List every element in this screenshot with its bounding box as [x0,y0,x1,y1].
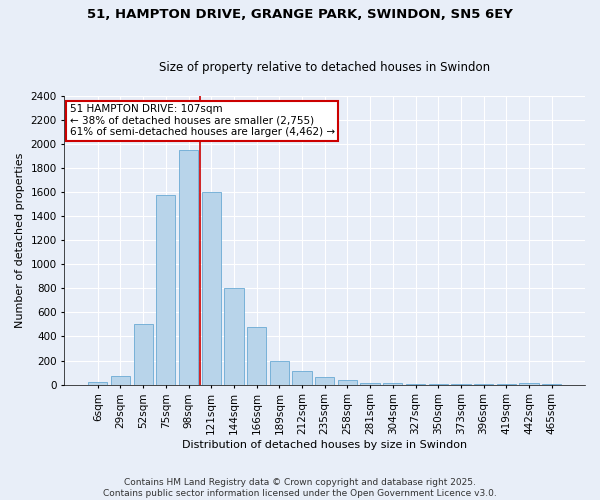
Text: 51 HAMPTON DRIVE: 107sqm
← 38% of detached houses are smaller (2,755)
61% of sem: 51 HAMPTON DRIVE: 107sqm ← 38% of detach… [70,104,335,138]
Bar [361,383,380,384]
Bar [179,150,198,384]
Bar [315,377,334,384]
Text: 51, HAMPTON DRIVE, GRANGE PARK, SWINDON, SN5 6EY: 51, HAMPTON DRIVE, GRANGE PARK, SWINDON,… [87,8,513,20]
Bar [134,324,153,384]
Bar [292,372,311,384]
Bar [338,380,357,384]
Bar [202,192,221,384]
Bar [224,288,244,384]
Bar [269,360,289,384]
Bar [247,328,266,384]
Bar [520,383,539,384]
Bar [156,195,175,384]
X-axis label: Distribution of detached houses by size in Swindon: Distribution of detached houses by size … [182,440,467,450]
Text: Contains HM Land Registry data © Crown copyright and database right 2025.
Contai: Contains HM Land Registry data © Crown c… [103,478,497,498]
Bar [88,382,107,384]
Y-axis label: Number of detached properties: Number of detached properties [15,152,25,328]
Title: Size of property relative to detached houses in Swindon: Size of property relative to detached ho… [159,60,490,74]
Bar [111,376,130,384]
